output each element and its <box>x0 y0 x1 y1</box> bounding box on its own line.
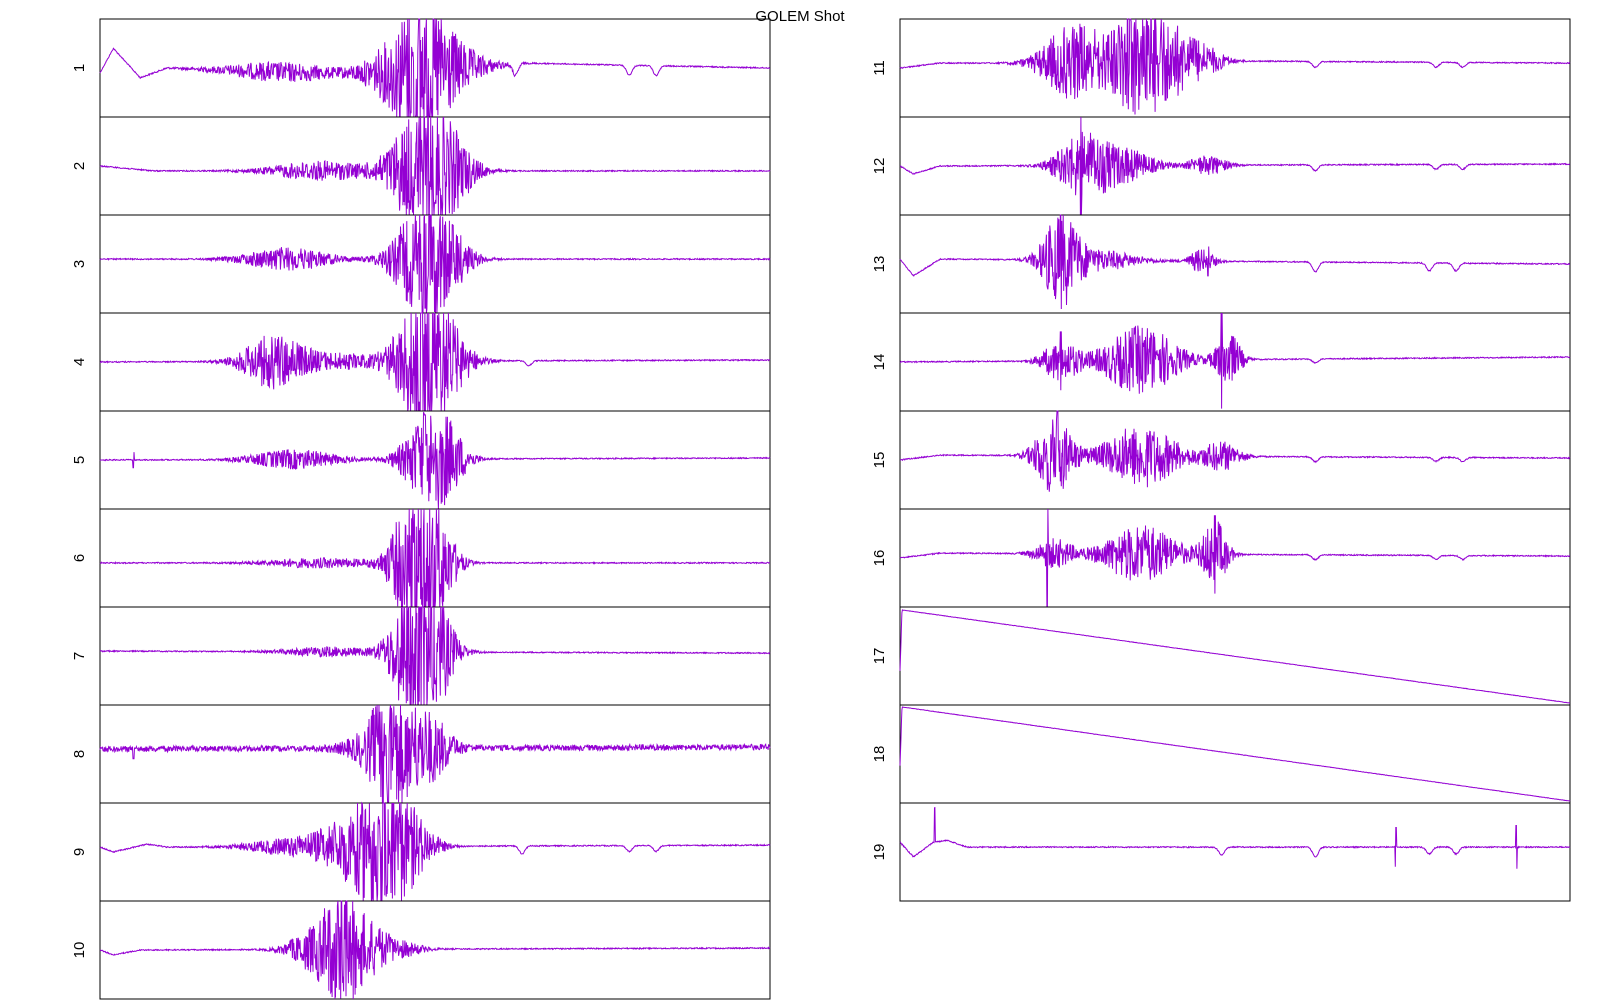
signal-trace <box>99 312 771 412</box>
panel-11: 11 <box>871 18 1571 118</box>
panel-label: 1 <box>71 64 88 72</box>
signal-trace <box>899 18 1571 115</box>
panel-17: 17 <box>871 606 1571 706</box>
signal-trace <box>900 410 1571 492</box>
signal-trace <box>99 606 771 706</box>
signal-trace <box>99 508 771 608</box>
signal-trace <box>99 900 771 1000</box>
panel-frame <box>899 508 1571 608</box>
panel-label: 4 <box>71 358 88 366</box>
signal-trace <box>899 214 1570 310</box>
signal-trace <box>899 312 1571 409</box>
panel-label: 6 <box>71 554 88 562</box>
panel-frame <box>899 18 1571 118</box>
panel-6: 6 <box>71 508 771 608</box>
panel-1: 1 <box>71 18 771 118</box>
panel-13: 13 <box>871 214 1571 314</box>
panel-label: 15 <box>871 452 888 469</box>
panel-16: 16 <box>871 508 1571 608</box>
panel-7: 7 <box>71 606 771 706</box>
panel-label: 14 <box>871 354 888 371</box>
signal-trace <box>899 609 1571 704</box>
panel-label: 7 <box>71 652 88 660</box>
panel-label: 18 <box>871 746 888 763</box>
panel-label: 19 <box>871 844 888 861</box>
panel-frame <box>99 606 771 706</box>
panel-frame <box>899 802 1571 902</box>
panel-2: 2 <box>71 116 771 216</box>
panel-15: 15 <box>871 410 1571 510</box>
signal-trace <box>99 116 771 216</box>
signal-trace <box>899 807 1571 869</box>
signal-trace <box>99 801 771 902</box>
panel-label: 11 <box>871 60 888 76</box>
panel-19: 19 <box>871 802 1571 902</box>
panel-label: 12 <box>871 158 888 175</box>
signal-trace <box>899 116 1571 215</box>
panel-label: 10 <box>71 942 88 959</box>
panel-4: 4 <box>71 312 771 412</box>
panel-label: 9 <box>71 848 88 856</box>
panel-label: 3 <box>71 260 88 268</box>
panel-label: 13 <box>871 256 888 273</box>
signal-trace <box>899 706 1571 802</box>
panel-9: 9 <box>71 801 771 902</box>
panel-14: 14 <box>871 312 1571 412</box>
chart-title: GOLEM Shot <box>755 8 845 25</box>
panel-5: 5 <box>71 410 771 510</box>
panel-label: 5 <box>71 456 88 464</box>
signal-trace <box>899 508 1570 608</box>
signal-trace <box>99 214 771 314</box>
panel-8: 8 <box>71 704 771 804</box>
panel-3: 3 <box>71 214 771 314</box>
panel-18: 18 <box>871 704 1571 804</box>
signal-trace <box>99 411 771 510</box>
signal-trace <box>99 704 771 804</box>
signal-trace <box>99 18 770 118</box>
panel-12: 12 <box>871 116 1571 216</box>
panel-label: 16 <box>871 550 888 567</box>
panel-label: 8 <box>71 750 88 758</box>
panel-label: 2 <box>71 162 88 170</box>
panel-label: 17 <box>871 648 888 665</box>
panel-10: 10 <box>71 900 771 1000</box>
